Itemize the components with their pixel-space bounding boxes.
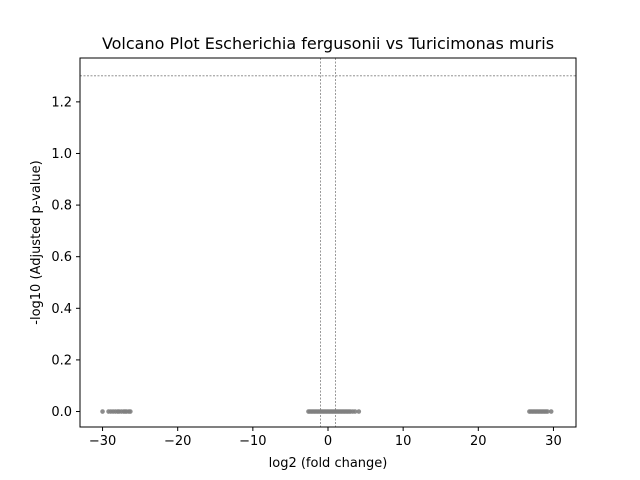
- y-tick-label: 1.0: [51, 147, 72, 162]
- y-tick-label: 0.0: [51, 405, 72, 420]
- x-tick-label: 30: [545, 434, 562, 449]
- data-point: [100, 409, 105, 414]
- x-axis-label: log2 (fold change): [269, 456, 388, 471]
- data-point: [352, 409, 358, 414]
- data-point: [356, 409, 362, 414]
- y-tick-label: 0.2: [51, 353, 72, 368]
- x-tick-label: 10: [395, 434, 412, 449]
- y-tick-label: 0.4: [51, 302, 72, 317]
- plot-frame: [79, 57, 577, 428]
- plot-area: [80, 58, 576, 427]
- data-point: [545, 409, 550, 414]
- x-tick-label: 0: [324, 434, 332, 449]
- chart-title: Volcano Plot Escherichia fergusonii vs T…: [102, 34, 554, 53]
- y-tick-label: 0.6: [51, 250, 72, 265]
- x-tick-label: −10: [239, 434, 266, 449]
- axes: −30 −20 −10 0 10 20 30 0.0 0.2 0.4 0.6 0.8 1.0 1.2: [51, 95, 561, 449]
- y-tick-label: 1.2: [51, 95, 72, 110]
- y-tick-label: 0.8: [51, 199, 72, 214]
- y-axis-label: -log10 (Adjusted p-value): [29, 160, 44, 324]
- x-tick-label: −20: [164, 434, 191, 449]
- data-point: [548, 409, 554, 414]
- x-tick-label: −30: [89, 434, 116, 449]
- x-tick-label: 20: [470, 434, 487, 449]
- data-point: [128, 409, 133, 414]
